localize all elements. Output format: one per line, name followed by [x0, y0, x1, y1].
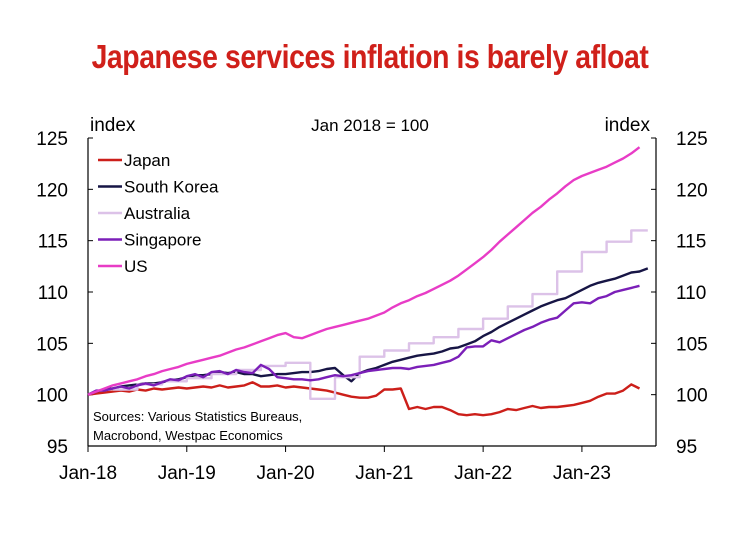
y-axis-label-left: index	[90, 115, 136, 136]
legend: Japan South Korea Australia Singapore US	[98, 151, 219, 276]
y-tick-label-right: 110	[676, 283, 706, 304]
legend-label-singapore: Singapore	[124, 231, 202, 250]
series-line-us	[87, 146, 641, 396]
source-note-line-2: Macrobond, Westpac Economics	[93, 428, 283, 443]
series-line-australia	[112, 229, 648, 400]
y-tick-label-left: 100	[36, 386, 68, 407]
y-tick-label-left: 125	[36, 129, 68, 150]
x-tick-label: Jan-23	[553, 463, 611, 484]
chart-note: Jan 2018 = 100	[311, 116, 429, 135]
y-tick-label-left: 110	[38, 283, 68, 304]
legend-label-south-korea: South Korea	[124, 178, 219, 197]
y-tick-label-right: 105	[676, 334, 708, 355]
y-axis-label-right: index	[605, 115, 651, 136]
y-tick-label-right: 125	[676, 129, 708, 150]
y-tick-label-right: 115	[676, 232, 706, 253]
x-tick-label: Jan-20	[257, 463, 315, 484]
series-line-singapore	[87, 284, 640, 396]
axes: 95 95 100 100 105 105 110 110 115 115 120 120 125 125…	[36, 129, 707, 484]
y-tick-label-right: 120	[676, 180, 708, 201]
x-tick-label: Jan-21	[355, 463, 413, 484]
legend-label-us: US	[124, 257, 148, 276]
series-layer	[87, 146, 649, 417]
series-line-japan	[87, 381, 641, 417]
x-tick-label: Jan-19	[158, 463, 216, 484]
x-tick-label: Jan-18	[59, 463, 117, 484]
y-tick-label-right: 95	[676, 437, 697, 458]
chart-title: Japanese services inflation is barely af…	[91, 38, 649, 75]
y-tick-label-left: 120	[36, 180, 68, 201]
legend-label-japan: Japan	[124, 151, 170, 170]
source-note-line-1: Sources: Various Statistics Bureaus,	[93, 409, 302, 424]
series-line-south-korea	[87, 267, 649, 396]
legend-label-australia: Australia	[124, 204, 191, 223]
y-tick-label-left: 95	[47, 437, 68, 458]
x-tick-label: Jan-22	[454, 463, 512, 484]
y-tick-label-right: 100	[676, 386, 708, 407]
y-tick-label-left: 115	[38, 232, 68, 253]
y-tick-label-left: 105	[36, 334, 68, 355]
